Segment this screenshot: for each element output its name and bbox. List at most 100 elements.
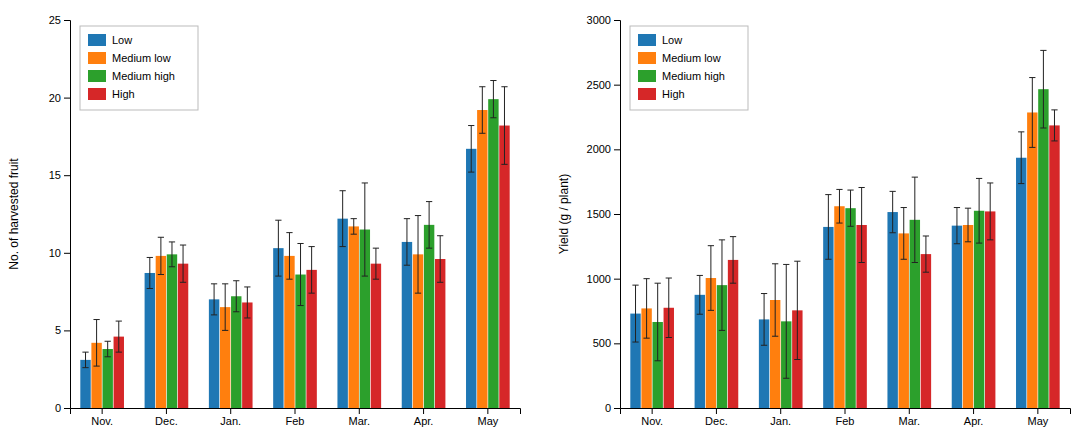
tick-label: 2000 (587, 143, 611, 155)
tick-mark (102, 408, 103, 414)
error-cap (772, 263, 778, 264)
error-cap (501, 164, 507, 165)
error-bar (968, 208, 969, 242)
legend-label: High (112, 88, 135, 100)
y-tick: 5 (55, 324, 70, 336)
legend-item: Low (638, 34, 682, 46)
error-cap (730, 283, 736, 284)
error-bar (289, 233, 290, 280)
tick-mark (614, 343, 620, 344)
y-tick: 15 (49, 169, 70, 181)
error-cap (1029, 77, 1035, 78)
error-bar (775, 264, 776, 336)
error-cap (275, 276, 281, 277)
y-tick: 3000 (587, 14, 620, 26)
tick-mark (845, 408, 846, 414)
bar (1038, 89, 1048, 408)
error-cap (666, 337, 672, 338)
error-cap (362, 276, 368, 277)
legend-label: Medium high (662, 70, 725, 82)
tick-label: Dec. (705, 415, 728, 427)
legend-item: Medium low (638, 52, 721, 64)
error-bar (828, 195, 829, 260)
error-bar (1054, 110, 1055, 141)
error-cap (965, 208, 971, 209)
error-cap (912, 262, 918, 263)
plot-area (80, 81, 509, 408)
bar (1016, 158, 1026, 408)
legend-swatch (638, 70, 656, 82)
legend-swatch (88, 88, 106, 100)
error-bar (96, 320, 97, 367)
error-cap (116, 321, 122, 322)
x-tick: Feb (836, 408, 855, 427)
error-bar (118, 321, 119, 352)
legend-label: High (662, 88, 685, 100)
tick-mark (487, 408, 488, 414)
error-cap (719, 239, 725, 240)
error-bar (311, 247, 312, 294)
error-cap (987, 239, 993, 240)
error-cap (890, 232, 896, 233)
error-cap (632, 285, 638, 286)
x-tick: Nov. (91, 408, 113, 427)
error-cap (468, 125, 474, 126)
bar (349, 226, 359, 408)
error-bar (979, 178, 980, 243)
error-cap (719, 330, 725, 331)
error-cap (1029, 147, 1035, 148)
error-cap (479, 86, 485, 87)
tick-mark (614, 214, 620, 215)
error-bar (171, 242, 172, 267)
error-cap (847, 226, 853, 227)
error-cap (93, 366, 99, 367)
tick-label: 3000 (587, 14, 611, 26)
y-tick: 0 (55, 402, 70, 414)
legend-label: Medium high (112, 70, 175, 82)
error-bar (342, 191, 343, 247)
y-tick: 2500 (587, 79, 620, 91)
error-cap (479, 133, 485, 134)
error-bar (764, 294, 765, 346)
error-cap (501, 86, 507, 87)
error-cap (362, 182, 368, 183)
x-tick: Mar. (899, 408, 920, 427)
tick-label: 1000 (587, 273, 611, 285)
tick-label: 15 (49, 169, 61, 181)
axis-title: No. of harvested fruit (7, 158, 21, 270)
error-cap (1018, 131, 1024, 132)
error-bar (710, 246, 711, 311)
tick-label: Dec. (155, 415, 178, 427)
error-cap (233, 280, 239, 281)
error-bar (861, 187, 862, 262)
legend-swatch (88, 52, 106, 64)
error-cap (730, 236, 736, 237)
error-bar (214, 284, 215, 315)
error-cap (309, 246, 315, 247)
tick-mark (614, 279, 620, 280)
error-cap (404, 265, 410, 266)
tick-mark (652, 408, 653, 414)
series (641, 78, 1037, 408)
error-cap (437, 235, 443, 236)
error-cap (297, 243, 303, 244)
bar (1049, 125, 1059, 408)
error-cap (426, 201, 432, 202)
error-cap (825, 194, 831, 195)
y-axis: 050010001500200025003000 (587, 14, 621, 414)
error-cap (954, 207, 960, 208)
error-bar (225, 284, 226, 331)
bar (231, 296, 241, 408)
tick-mark (614, 20, 620, 21)
tick-mark (64, 98, 70, 99)
tick-mark (614, 85, 620, 86)
error-cap (783, 264, 789, 265)
bar (845, 208, 855, 408)
legend: LowMedium lowMedium highHigh (80, 26, 198, 110)
error-bar (733, 237, 734, 284)
error-bar (440, 236, 441, 283)
tick-label: Nov. (91, 415, 113, 427)
legend-label: Low (662, 34, 682, 46)
error-bar (892, 191, 893, 232)
bar (371, 264, 381, 408)
